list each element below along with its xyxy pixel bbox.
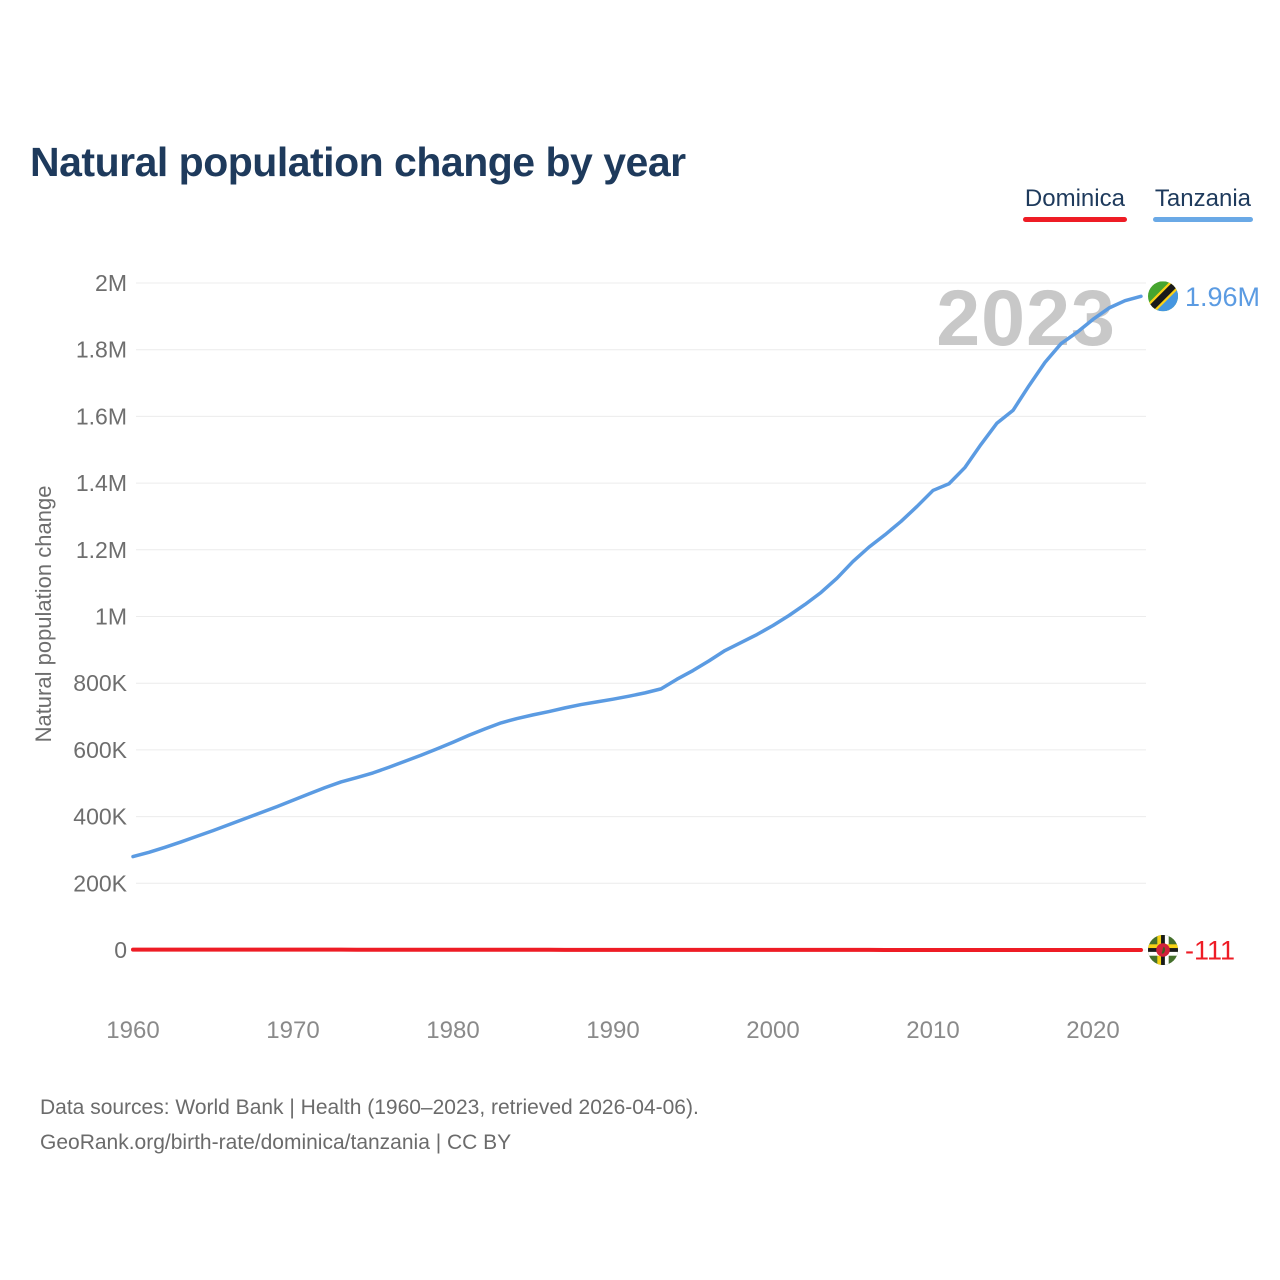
x-axis-tick-labels: 1960 1970 1980 1990 2000 2010 2020 — [106, 1017, 1119, 1044]
y-axis-tick-labels: 0 200K 400K 600K 800K 1M 1.2M 1.4M 1.6M 1.8M 2M — [73, 270, 127, 963]
legend-underline-dominica — [1022, 217, 1127, 222]
y-tick-label: 1.2M — [76, 537, 127, 563]
legend: Dominica Tanzania — [1022, 185, 1253, 222]
tanzania-flag-icon — [1148, 281, 1178, 312]
y-tick-label: 1M — [95, 604, 127, 630]
legend-item-tanzania[interactable]: Tanzania — [1152, 185, 1253, 222]
dominica-flag-icon — [1148, 935, 1178, 965]
x-tick-label: 1990 — [586, 1017, 639, 1044]
x-tick-label: 2000 — [746, 1017, 799, 1044]
legend-label-dominica: Dominica — [1024, 185, 1125, 212]
dominica-end-value-label: -111 — [1185, 936, 1235, 966]
y-tick-label: 400K — [73, 804, 127, 830]
x-tick-label: 1970 — [266, 1017, 319, 1044]
tanzania-series-line[interactable] — [131, 294, 1143, 859]
y-tick-label: 800K — [73, 670, 127, 696]
year-watermark: 2023 — [936, 273, 1116, 362]
legend-label-tanzania: Tanzania — [1154, 185, 1251, 212]
x-tick-label: 1980 — [426, 1017, 479, 1044]
tanzania-end-value-label: 1.96M — [1185, 282, 1260, 312]
footer: Data sources: World Bank | Health (1960–… — [40, 1090, 699, 1160]
footer-sources-line: Data sources: World Bank | Health (1960–… — [40, 1096, 699, 1119]
legend-underline-tanzania — [1152, 217, 1253, 222]
footer-attribution-line: GeoRank.org/birth-rate/dominica/tanzania… — [40, 1131, 512, 1154]
y-tick-label: 600K — [73, 737, 127, 763]
y-tick-label: 1.6M — [76, 403, 127, 429]
x-tick-label: 2010 — [906, 1017, 959, 1044]
gridlines — [136, 282, 1146, 951]
page-title: Natural population change by year — [30, 139, 686, 186]
y-tick-label: 200K — [73, 870, 127, 896]
x-tick-label: 2020 — [1066, 1017, 1119, 1044]
y-tick-label: 1.4M — [76, 470, 127, 496]
legend-item-dominica[interactable]: Dominica — [1022, 185, 1127, 222]
series-lines — [131, 294, 1143, 953]
y-tick-label: 0 — [114, 937, 127, 963]
y-tick-label: 1.8M — [76, 337, 127, 363]
x-tick-label: 1960 — [106, 1017, 159, 1044]
y-tick-label: 2M — [95, 270, 127, 296]
